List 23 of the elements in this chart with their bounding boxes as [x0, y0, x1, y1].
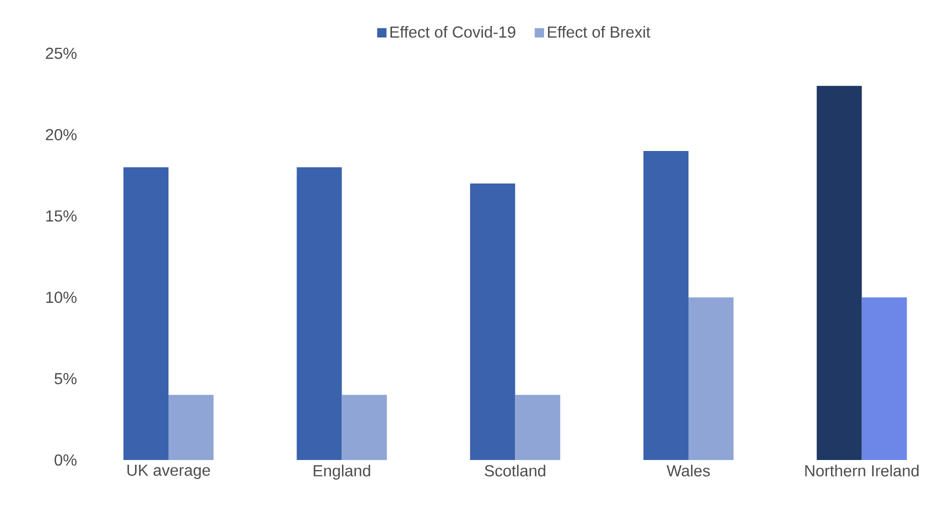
- x-tick-label: UK average: [127, 464, 210, 480]
- x-tick-label: Scotland: [484, 464, 546, 476]
- legend-label: Effect of Brexit: [548, 26, 650, 38]
- bar: [342, 394, 387, 460]
- x-tick-label: Wales: [666, 464, 710, 476]
- y-tick-label: 20%: [46, 129, 77, 140]
- y-tick-label: 0%: [54, 454, 77, 466]
- y-tick-label: 10%: [46, 292, 77, 303]
- y-tick-label: 25%: [46, 48, 77, 59]
- bar: [643, 150, 688, 460]
- bar: [168, 394, 214, 460]
- x-tick-label: England: [314, 464, 370, 480]
- legend-label: Effect of Covid-19: [390, 26, 516, 38]
- y-tick-label: 5%: [54, 373, 77, 384]
- bar: [688, 297, 734, 460]
- bar: [123, 167, 168, 460]
- x-tick-label: Northern Ireland: [805, 464, 919, 476]
- bar: [816, 86, 862, 460]
- bar: [470, 183, 516, 460]
- bar: [296, 167, 342, 460]
- y-tick-label: 15%: [46, 210, 77, 222]
- bar: [515, 394, 560, 460]
- bar: [862, 297, 907, 460]
